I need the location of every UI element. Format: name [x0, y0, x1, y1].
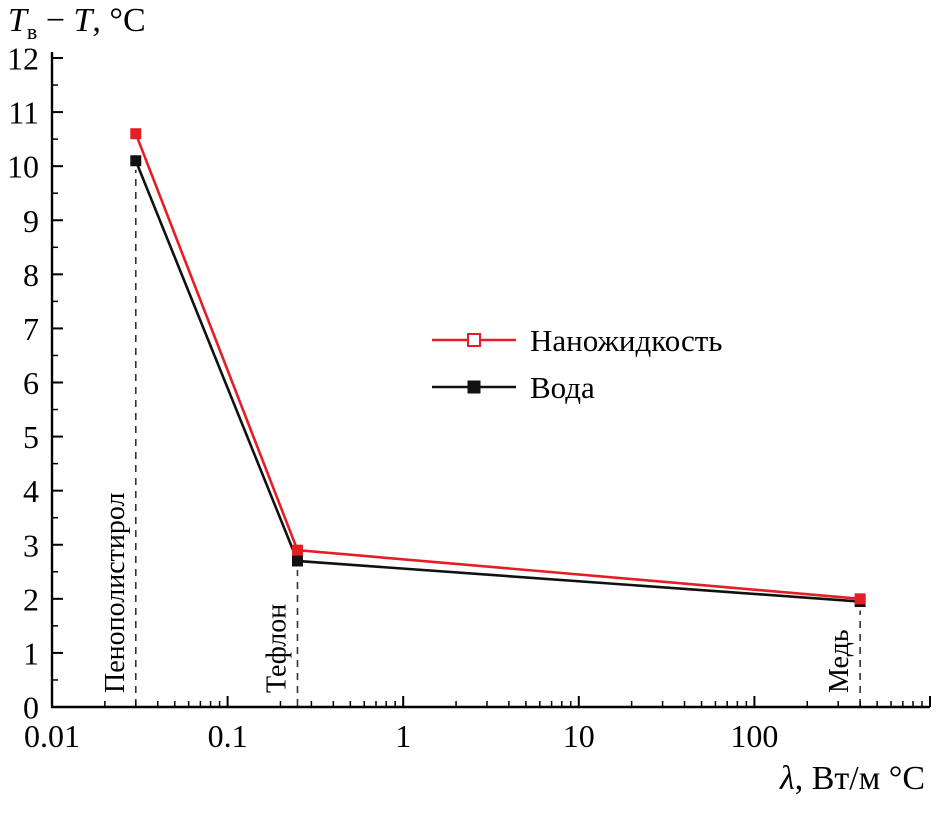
- y-title-symbol2: T: [73, 2, 93, 39]
- y-tick-label: 5: [23, 419, 39, 455]
- x-tick-label: 0.01: [24, 718, 80, 754]
- y-tick-label: 12: [7, 41, 39, 77]
- x-tick-label: 0.1: [208, 718, 248, 754]
- legend-label: Наножидкость: [530, 323, 722, 358]
- data-point-marker: [130, 155, 142, 167]
- data-point-marker: [291, 555, 303, 567]
- legend-entry: Наножидкость: [432, 323, 722, 358]
- series-line: [134, 160, 861, 603]
- y-tick-label: 1: [23, 635, 39, 671]
- y-tick-label: 10: [7, 149, 39, 185]
- y-tick-label: 11: [8, 95, 39, 131]
- legend-entry: Вода: [432, 370, 595, 405]
- y-tick-label: 6: [23, 365, 39, 401]
- y-tick-label: 8: [23, 257, 39, 293]
- data-point-marker: [130, 128, 142, 140]
- y-title-subscript: в: [26, 18, 38, 44]
- data-point-marker: [854, 593, 866, 605]
- y-title-minus: −: [37, 2, 74, 39]
- y-tick-label: 4: [23, 473, 39, 509]
- data-point-marker: [291, 544, 303, 556]
- legend-label: Вода: [530, 370, 595, 405]
- legend-marker-filled-square: [467, 380, 481, 394]
- y-tick-label: 9: [23, 203, 39, 239]
- legend-marker-open-square: [467, 333, 481, 347]
- y-title-symbol: T: [8, 2, 27, 39]
- x-tick-label: 100: [730, 718, 778, 754]
- annotation-label: Тефлон: [261, 604, 292, 693]
- annotation-label: Медь: [824, 629, 855, 693]
- y-tick-label: 0: [23, 690, 39, 726]
- series-line: [134, 133, 861, 601]
- annotation-label: Пенополистирол: [100, 493, 131, 693]
- y-axis-title: Tв − T, °C: [8, 2, 146, 44]
- x-tick-label: 1: [395, 718, 411, 754]
- y-tick-label: 2: [23, 581, 39, 617]
- y-tick-label: 7: [23, 311, 39, 347]
- y-title-units: , °C: [92, 2, 146, 39]
- x-title-symbol: λ: [779, 760, 795, 797]
- x-axis-title: λ, Вт/м °C: [780, 760, 925, 797]
- y-tick-label: 3: [23, 527, 39, 563]
- x-tick-label: 10: [563, 718, 595, 754]
- x-title-units: , Вт/м °C: [794, 760, 925, 797]
